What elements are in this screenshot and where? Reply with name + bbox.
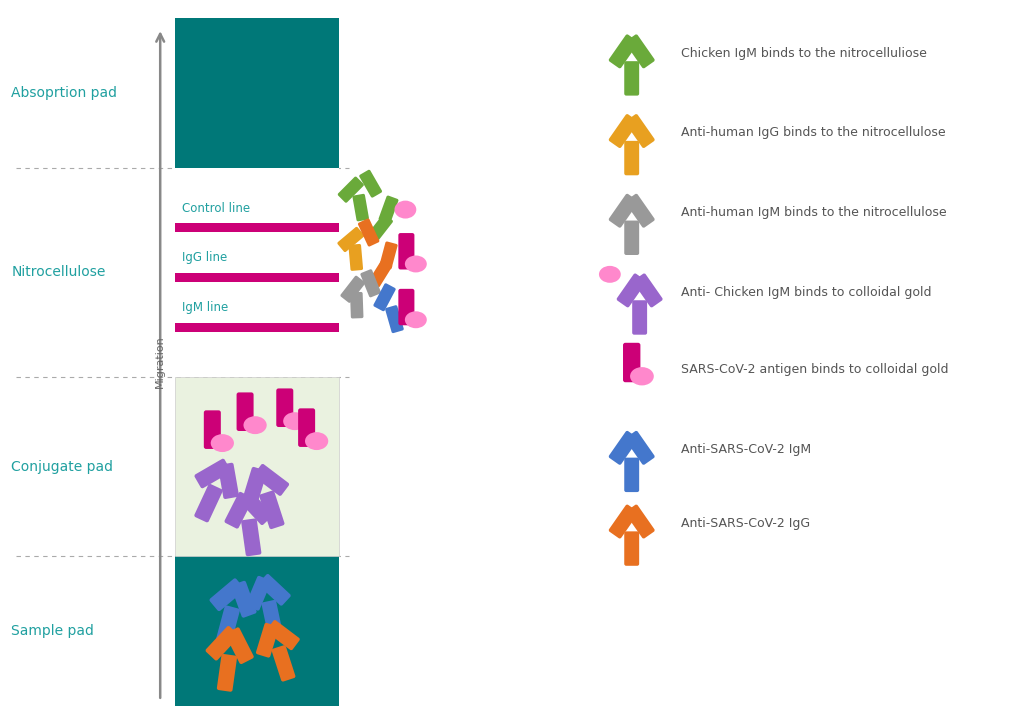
FancyBboxPatch shape — [625, 531, 639, 566]
Text: IgG line: IgG line — [182, 251, 227, 264]
FancyBboxPatch shape — [625, 431, 654, 465]
FancyBboxPatch shape — [254, 464, 289, 496]
FancyBboxPatch shape — [256, 623, 279, 658]
Text: Chicken IgM binds to the nitrocelluliose: Chicken IgM binds to the nitrocelluliose — [681, 47, 927, 60]
FancyBboxPatch shape — [608, 431, 638, 465]
Ellipse shape — [404, 256, 427, 272]
Bar — [175, 377, 339, 556]
FancyBboxPatch shape — [608, 35, 638, 69]
Text: Conjugate pad: Conjugate pad — [11, 460, 114, 474]
Text: Nitrocellulose: Nitrocellulose — [11, 266, 105, 279]
FancyBboxPatch shape — [358, 219, 380, 247]
Text: Control line: Control line — [182, 201, 250, 214]
FancyBboxPatch shape — [271, 645, 296, 682]
Bar — [175, 18, 339, 168]
Text: Anti-SARS-CoV-2 IgM: Anti-SARS-CoV-2 IgM — [681, 443, 811, 456]
FancyBboxPatch shape — [633, 274, 663, 308]
FancyBboxPatch shape — [350, 292, 364, 318]
FancyBboxPatch shape — [625, 141, 639, 175]
Text: IgM line: IgM line — [182, 301, 228, 314]
Ellipse shape — [599, 266, 621, 283]
Text: Migration: Migration — [156, 336, 165, 388]
FancyBboxPatch shape — [625, 193, 654, 227]
Ellipse shape — [305, 432, 329, 450]
Bar — [175, 223, 339, 232]
Text: SARS-CoV-2 antigen binds to colloidal gold: SARS-CoV-2 antigen binds to colloidal go… — [681, 363, 949, 376]
FancyBboxPatch shape — [374, 283, 395, 311]
Text: Anti-human IgG binds to the nitrocellulose: Anti-human IgG binds to the nitrocellulo… — [681, 126, 946, 139]
FancyBboxPatch shape — [352, 193, 369, 222]
Text: Anti-human IgM binds to the nitrocellulose: Anti-human IgM binds to the nitrocellulo… — [681, 206, 947, 219]
FancyBboxPatch shape — [242, 518, 261, 556]
FancyBboxPatch shape — [195, 458, 230, 488]
FancyBboxPatch shape — [625, 458, 639, 492]
FancyBboxPatch shape — [209, 578, 245, 612]
Text: Absoprtion pad: Absoprtion pad — [11, 86, 118, 100]
FancyBboxPatch shape — [369, 214, 393, 241]
FancyBboxPatch shape — [261, 600, 283, 636]
Ellipse shape — [630, 367, 653, 386]
FancyBboxPatch shape — [240, 490, 272, 525]
FancyBboxPatch shape — [259, 490, 285, 529]
FancyBboxPatch shape — [217, 654, 237, 692]
Ellipse shape — [404, 311, 427, 329]
FancyBboxPatch shape — [625, 220, 639, 255]
FancyBboxPatch shape — [340, 276, 366, 303]
FancyBboxPatch shape — [632, 300, 647, 335]
FancyBboxPatch shape — [225, 627, 254, 664]
Bar — [175, 556, 339, 705]
FancyBboxPatch shape — [337, 227, 365, 252]
FancyBboxPatch shape — [359, 170, 382, 198]
Text: Anti-SARS-CoV-2 IgG: Anti-SARS-CoV-2 IgG — [681, 517, 810, 530]
FancyBboxPatch shape — [616, 274, 646, 308]
FancyBboxPatch shape — [258, 574, 291, 606]
FancyBboxPatch shape — [206, 626, 240, 661]
Bar — [175, 168, 339, 377]
FancyBboxPatch shape — [231, 580, 257, 618]
FancyBboxPatch shape — [360, 269, 381, 297]
Bar — [175, 323, 339, 331]
FancyBboxPatch shape — [369, 259, 392, 287]
FancyBboxPatch shape — [625, 35, 654, 69]
FancyBboxPatch shape — [348, 244, 364, 271]
FancyBboxPatch shape — [608, 114, 638, 148]
Text: Anti- Chicken IgM binds to colloidal gold: Anti- Chicken IgM binds to colloidal gol… — [681, 286, 932, 299]
FancyBboxPatch shape — [243, 467, 267, 504]
FancyBboxPatch shape — [266, 620, 300, 651]
FancyBboxPatch shape — [379, 241, 397, 269]
FancyBboxPatch shape — [298, 409, 315, 447]
FancyBboxPatch shape — [623, 343, 640, 382]
FancyBboxPatch shape — [385, 305, 403, 333]
FancyBboxPatch shape — [195, 484, 223, 523]
Ellipse shape — [244, 416, 266, 434]
FancyBboxPatch shape — [276, 388, 293, 427]
FancyBboxPatch shape — [216, 605, 240, 644]
FancyBboxPatch shape — [625, 114, 654, 148]
FancyBboxPatch shape — [246, 575, 271, 611]
Ellipse shape — [284, 412, 306, 430]
FancyBboxPatch shape — [237, 393, 254, 431]
Ellipse shape — [211, 434, 233, 452]
FancyBboxPatch shape — [224, 492, 253, 529]
FancyBboxPatch shape — [625, 505, 654, 539]
FancyBboxPatch shape — [398, 289, 415, 326]
Text: Sample pad: Sample pad — [11, 624, 94, 638]
FancyBboxPatch shape — [218, 463, 239, 499]
Ellipse shape — [394, 201, 417, 219]
FancyBboxPatch shape — [625, 61, 639, 95]
FancyBboxPatch shape — [398, 233, 415, 269]
FancyBboxPatch shape — [608, 193, 638, 227]
FancyBboxPatch shape — [338, 176, 364, 203]
FancyBboxPatch shape — [379, 196, 398, 224]
FancyBboxPatch shape — [608, 505, 638, 539]
Bar — [175, 273, 339, 282]
FancyBboxPatch shape — [204, 410, 221, 449]
